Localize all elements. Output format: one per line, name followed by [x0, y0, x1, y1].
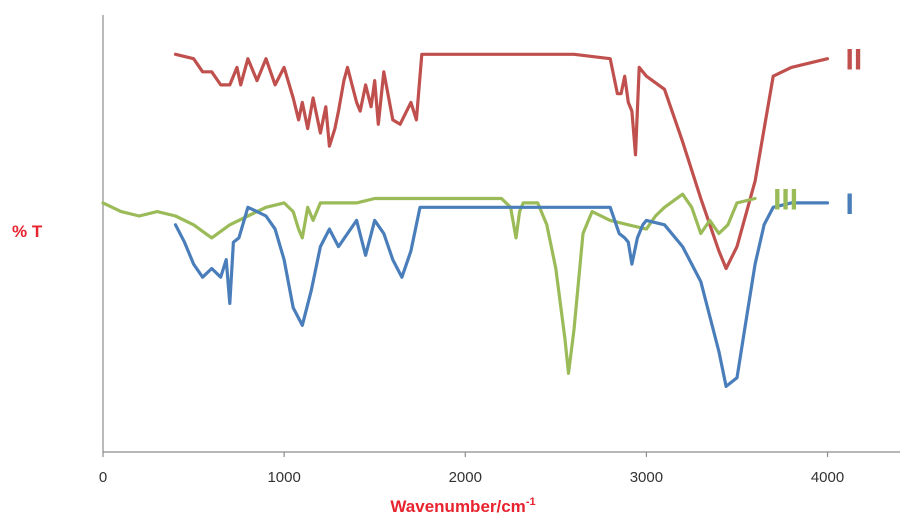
series-line-i	[173, 201, 830, 388]
x-tick-label: 3000	[630, 469, 663, 486]
x-axis-title-main: Wavenumber/cm	[390, 497, 525, 516]
series-line-ii	[173, 52, 830, 271]
x-tick-label: 1000	[267, 469, 300, 486]
x-axis-title: Wavenumber/cm-1	[390, 496, 535, 516]
series-label-i: I	[846, 188, 854, 221]
series-line-iii	[101, 192, 757, 375]
x-tick-label: 4000	[811, 469, 844, 486]
x-axis-title-superscript: -1	[526, 496, 536, 508]
series-label-ii: II	[846, 44, 863, 77]
y-axis-title: % T	[12, 222, 43, 241]
spectra-series	[101, 52, 830, 388]
series-label-iii: III	[773, 184, 798, 217]
x-axis-ticks: 0 1000 2000 3000 4000	[99, 452, 844, 486]
x-tick-label: 2000	[449, 469, 482, 486]
x-tick-label: 0	[99, 469, 107, 486]
